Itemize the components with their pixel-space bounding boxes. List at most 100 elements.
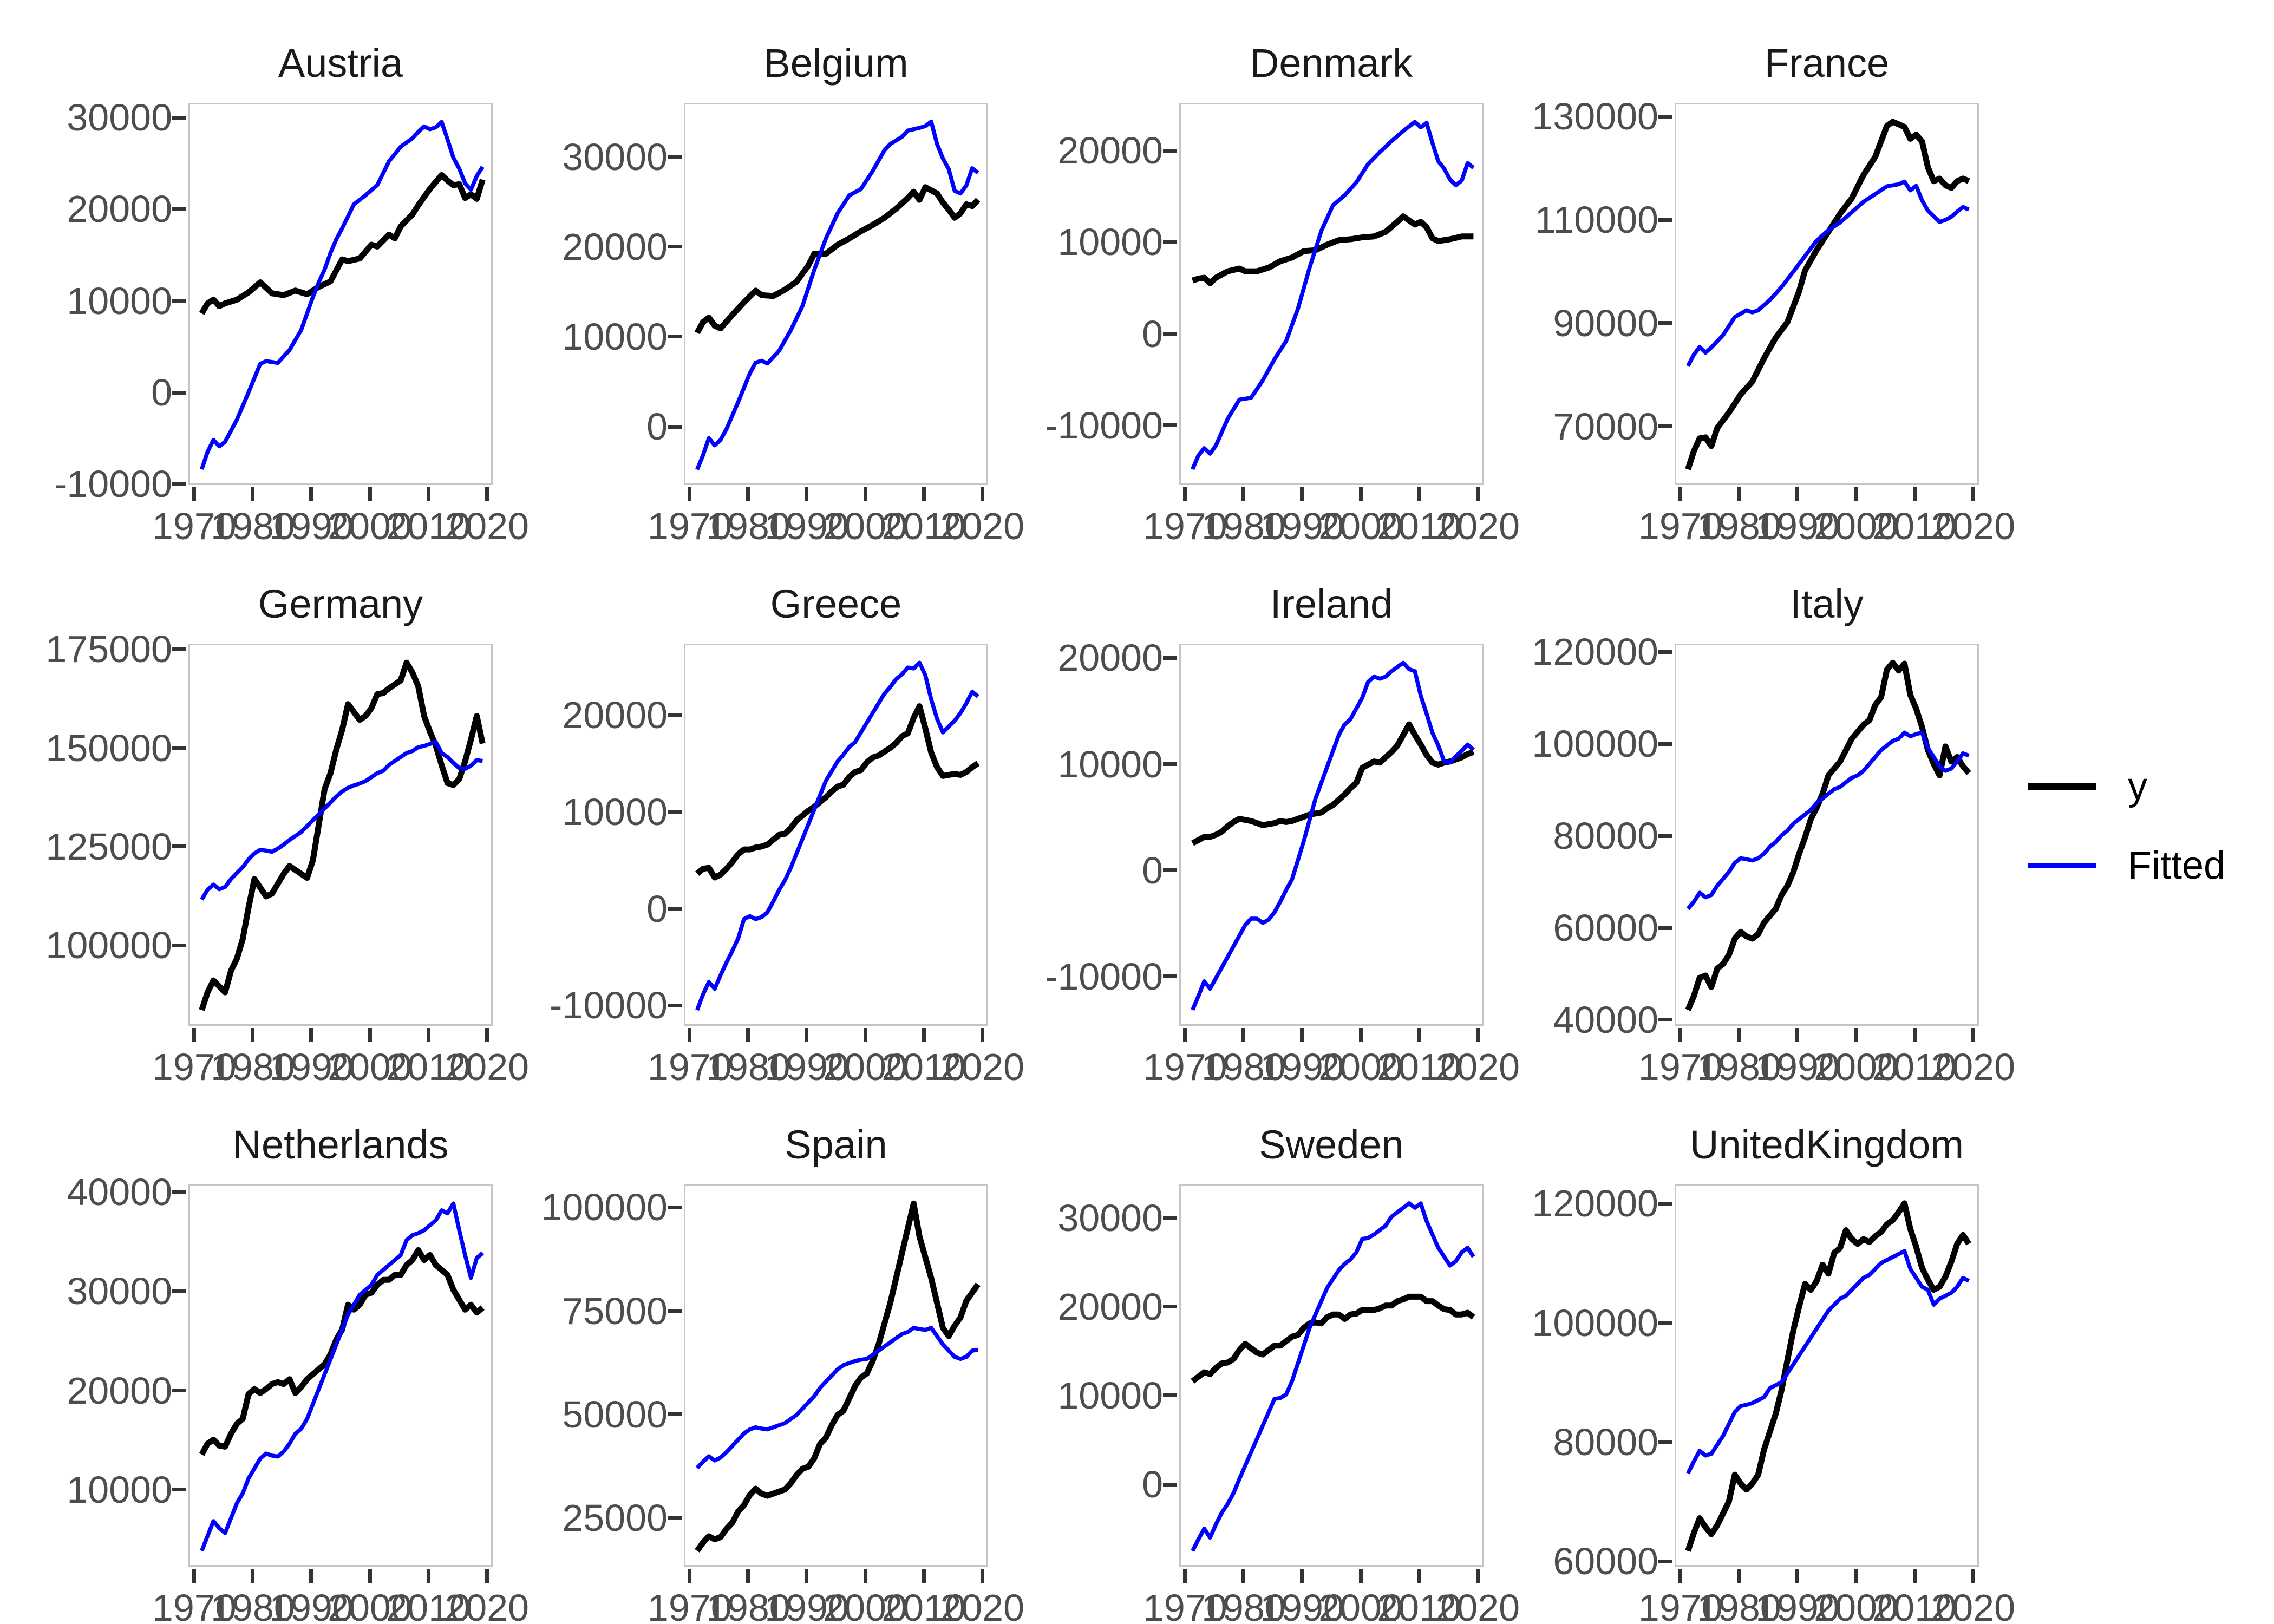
y-tick-mark [668,155,682,159]
series-line-y [695,1200,981,1553]
y-tick-label: 30000 [67,1270,172,1313]
series-line-y [1685,1200,1972,1552]
x-tick-mark [1795,1569,1800,1583]
x-tick-label: 1990 [269,1587,354,1624]
y-tick-label: 10000 [562,790,668,833]
x-tick-mark [863,1569,867,1583]
facet-plot-svg [695,1200,981,1553]
facet-plot-svg [694,119,981,470]
x-tick-mark [1241,1569,1246,1583]
x-tick-label: 1990 [764,1046,849,1088]
x-tick-mark [1183,1028,1187,1042]
x-tick-label: 2000 [1814,1046,1898,1088]
y-tick-mark [1658,114,1672,119]
x-tick-mark [1854,1569,1858,1583]
x-tick-label: 2020 [1435,505,1520,547]
series-line-fitted [1686,1249,1970,1475]
x-tick-mark [805,487,809,501]
y-tick-mark [1658,1559,1672,1563]
x-tick-label: 1980 [1201,1587,1286,1624]
facet-plot-svg [1685,659,1971,1011]
facet-panel [1179,644,1484,1026]
x-tick-mark [1475,1028,1480,1042]
y-tick-mark [172,207,186,211]
y-tick-mark [1163,423,1177,428]
y-tick-label: 100000 [1532,1301,1658,1344]
y-tick-mark [1658,650,1672,654]
y-tick-label: 20000 [67,188,172,231]
x-tick-label: 2010 [881,1046,966,1088]
x-tick-label: 1970 [1142,505,1227,547]
x-tick-mark [1912,1569,1917,1583]
x-tick-label: 1970 [647,1587,732,1624]
x-tick-label: 2010 [1377,1587,1461,1624]
x-tick-mark [1795,1028,1800,1042]
x-tick-label: 2000 [328,1046,412,1088]
x-tick-mark [1854,1028,1858,1042]
x-tick-label: 2010 [1377,1046,1461,1088]
y-tick-mark [668,1003,682,1007]
series-line-y [695,703,980,881]
x-tick-mark [805,1028,809,1042]
x-tick-label: 1970 [1638,1046,1723,1088]
legend-key-fitted-line [2028,863,2096,868]
facet-panel [684,1184,988,1567]
x-tick-label: 1970 [1638,1587,1723,1624]
x-tick-label: 1990 [269,505,354,547]
x-tick-label: 2010 [881,1587,966,1624]
x-tick-mark [805,1569,809,1583]
y-tick-label: 25000 [562,1497,668,1540]
y-tick-label: -10000 [54,463,172,506]
x-tick-label: 1970 [152,1587,237,1624]
y-tick-mark [668,1205,682,1209]
y-tick-mark [1658,1321,1672,1325]
y-tick-label: 150000 [45,726,172,769]
series-line-fitted [695,1326,978,1470]
facet-title: Belgium [763,41,909,86]
facet-panel [1675,103,1979,485]
x-tick-mark [1358,1569,1363,1583]
facet-plot-svg [199,120,486,470]
x-tick-mark [922,1028,926,1042]
x-tick-label: 2020 [1435,1587,1520,1624]
facet-title: Ireland [1270,581,1393,626]
x-tick-label: 1970 [152,505,237,547]
facet-title: Netherlands [232,1122,449,1167]
x-tick-label: 2010 [1872,505,1957,547]
y-tick-mark [668,335,682,339]
x-tick-mark [1183,1569,1187,1583]
series-line-y [199,659,486,1011]
y-tick-mark [172,299,186,303]
x-tick-label: 1990 [1755,1587,1840,1624]
y-tick-mark [1163,868,1177,873]
y-tick-mark [1163,148,1177,153]
y-tick-label: 0 [1142,312,1163,355]
x-tick-label: 1970 [647,1046,732,1088]
facet-title: Italy [1790,581,1864,626]
x-tick-mark [1912,487,1917,501]
x-tick-mark [746,487,750,501]
x-tick-label: 1990 [764,1587,849,1624]
x-tick-mark [1737,487,1741,501]
y-tick-mark [172,943,186,947]
y-tick-mark [668,245,682,249]
y-tick-label: 50000 [562,1393,668,1436]
x-tick-label: 2020 [940,1046,1025,1088]
x-tick-mark [980,1569,984,1583]
x-tick-label: 1970 [647,505,732,547]
x-tick-label: 1970 [1638,505,1723,547]
x-tick-label: 1980 [706,505,790,547]
x-tick-mark [251,487,255,501]
x-tick-mark [1417,1028,1421,1042]
series-line-y [1191,721,1475,846]
x-tick-label: 1980 [1697,505,1781,547]
y-tick-label: 10000 [67,1468,172,1511]
facet-plot-svg [1191,660,1475,1011]
legend-label-fitted: Fitted [2128,844,2226,887]
x-tick-mark [1912,1028,1917,1042]
y-tick-label: 120000 [1532,1182,1658,1225]
x-tick-mark [1678,487,1683,501]
y-tick-mark [668,713,682,717]
x-tick-label: 2020 [1931,505,2016,547]
x-tick-mark [1737,1569,1741,1583]
